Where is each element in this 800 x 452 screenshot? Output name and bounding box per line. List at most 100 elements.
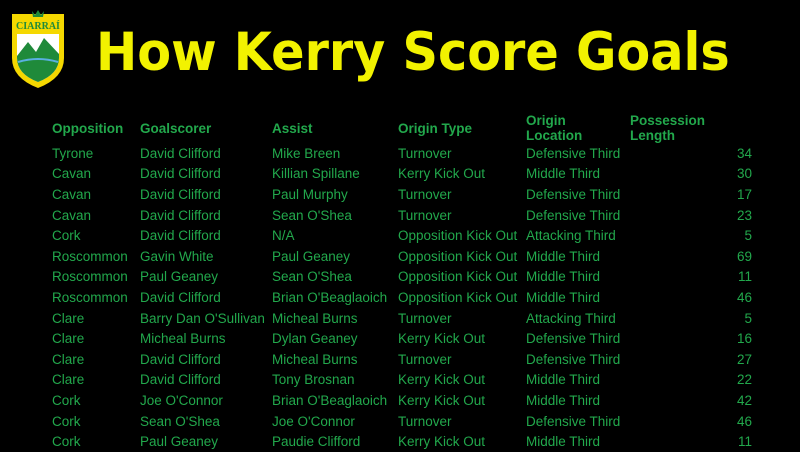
cell-assist: Micheal Burns	[272, 351, 358, 367]
cell-opposition: Roscommon	[52, 289, 128, 305]
cell-origin-location: Attacking Third	[526, 310, 616, 326]
cell-possession-length: 34	[736, 145, 752, 161]
table-row: Clare Micheal Burns Dylan Geaney Kerry Kick…	[50, 328, 752, 349]
cell-assist: Joe O'Connor	[272, 413, 355, 429]
table-row: Cavan David Clifford Sean O'Shea Turnover De…	[50, 205, 752, 226]
cell-opposition: Clare	[52, 351, 85, 367]
cell-origin-location: Middle Third	[526, 269, 601, 285]
cell-goalscorer: David Clifford	[140, 351, 221, 367]
cell-opposition: Clare	[52, 372, 85, 388]
cell-origin-location: Defensive Third	[526, 207, 621, 223]
cell-origin-type: Turnover	[398, 351, 452, 367]
table-row: Roscommon Gavin White Paul Geaney Oppositio…	[50, 246, 752, 267]
cell-origin-type: Opposition Kick Out	[398, 228, 518, 244]
cell-assist: Paudie Clifford	[272, 434, 361, 450]
cell-goalscorer: David Clifford	[140, 145, 221, 161]
cell-origin-type: Opposition Kick Out	[398, 269, 518, 285]
table-header-row: Opposition Goalscorer Assist Origin Type…	[50, 113, 752, 143]
cell-assist: Paul Murphy	[272, 186, 348, 202]
cell-possession-length: 11	[737, 434, 752, 450]
table-row: Cork Joe O'Connor Brian O'Beaglaoich Kerry …	[50, 390, 752, 411]
table-row: Tyrone David Clifford Mike Breen Turnover De…	[50, 143, 752, 164]
cell-goalscorer: Paul Geaney	[140, 434, 219, 450]
cell-goalscorer: Joe O'Connor	[140, 392, 223, 408]
cell-origin-location: Middle Third	[526, 372, 601, 388]
cell-origin-type: Turnover	[398, 413, 452, 429]
cell-opposition: Cork	[52, 392, 81, 408]
table-row: Cork David Clifford N/A Opposition Kick Out…	[50, 225, 752, 246]
cell-opposition: Clare	[52, 331, 85, 347]
cell-origin-location: Middle Third	[526, 434, 601, 450]
cell-origin-location: Middle Third	[526, 392, 601, 408]
header-assist: Assist	[272, 120, 313, 136]
cell-origin-type: Turnover	[398, 207, 452, 223]
header-opposition: Opposition	[52, 120, 124, 136]
cell-origin-type: Kerry Kick Out	[398, 331, 486, 347]
cell-goalscorer: David Clifford	[140, 289, 221, 305]
cell-assist: Micheal Burns	[272, 310, 358, 326]
cell-origin-type: Turnover	[398, 186, 452, 202]
cell-origin-type: Kerry Kick Out	[398, 392, 486, 408]
cell-origin-location: Middle Third	[526, 166, 601, 182]
cell-goalscorer: Barry Dan O'Sullivan	[140, 310, 265, 326]
cell-goalscorer: Micheal Burns	[140, 331, 226, 347]
cell-opposition: Cork	[52, 434, 81, 450]
cell-possession-length: 69	[736, 248, 752, 264]
cell-origin-type: Kerry Kick Out	[398, 166, 486, 182]
cell-assist: Paul Geaney	[272, 248, 351, 264]
header-origin-location: Origin Location	[526, 113, 583, 143]
cell-opposition: Cavan	[52, 166, 92, 182]
cell-origin-type: Opposition Kick Out	[398, 289, 518, 305]
cell-origin-type: Opposition Kick Out	[398, 248, 518, 264]
cell-goalscorer: David Clifford	[140, 228, 221, 244]
cell-goalscorer: David Clifford	[140, 372, 221, 388]
cell-goalscorer: David Clifford	[140, 166, 221, 182]
cell-origin-type: Kerry Kick Out	[398, 434, 486, 450]
cell-origin-location: Attacking Third	[526, 228, 616, 244]
cell-assist: N/A	[272, 228, 295, 244]
table-row: Clare David Clifford Micheal Burns Turnover…	[50, 349, 752, 370]
table-row: Cork Paul Geaney Paudie Clifford Kerry Kick…	[50, 431, 752, 452]
page-title: How Kerry Score Goals	[96, 22, 730, 83]
table-row: Roscommon Paul Geaney Sean O'Shea Oppositio…	[50, 267, 752, 288]
cell-assist: Sean O'Shea	[272, 207, 352, 223]
cell-origin-type: Turnover	[398, 310, 452, 326]
cell-possession-length: 42	[736, 392, 752, 408]
cell-opposition: Cavan	[52, 207, 92, 223]
cell-assist: Killian Spillane	[272, 166, 360, 182]
cell-origin-type: Turnover	[398, 145, 452, 161]
cell-origin-location: Defensive Third	[526, 331, 621, 347]
table-row: Cavan David Clifford Paul Murphy Turnover De…	[50, 184, 752, 205]
cell-opposition: Clare	[52, 310, 85, 326]
cell-opposition: Cork	[52, 228, 81, 244]
header-goalscorer: Goalscorer	[140, 120, 212, 136]
header-origin-type: Origin Type	[398, 120, 473, 136]
cell-origin-location: Middle Third	[526, 248, 601, 264]
cell-possession-length: 17	[736, 186, 752, 202]
cell-possession-length: 27	[736, 351, 752, 367]
cell-goalscorer: David Clifford	[140, 207, 221, 223]
cell-goalscorer: Gavin White	[140, 248, 214, 264]
header-possession-length: Possession Length	[630, 113, 706, 143]
cell-possession-length: 46	[736, 289, 752, 305]
cell-origin-location: Defensive Third	[526, 145, 621, 161]
cell-assist: Brian O'Beaglaoich	[272, 392, 388, 408]
cell-origin-location: Defensive Third	[526, 413, 621, 429]
cell-possession-length: 23	[736, 207, 752, 223]
goals-table: Opposition Goalscorer Assist Origin Type…	[50, 113, 752, 452]
cell-possession-length: 5	[744, 228, 752, 244]
cell-assist: Tony Brosnan	[272, 372, 355, 388]
cell-possession-length: 5	[744, 310, 752, 326]
cell-assist: Mike Breen	[272, 145, 341, 161]
cell-goalscorer: David Clifford	[140, 186, 221, 202]
kerry-crest-logo: CIARRAÍ	[12, 10, 64, 88]
cell-opposition: Cork	[52, 413, 81, 429]
cell-assist: Dylan Geaney	[272, 331, 358, 347]
cell-opposition: Roscommon	[52, 269, 128, 285]
table-row: Cork Sean O'Shea Joe O'Connor Turnover Defen…	[50, 411, 752, 432]
cell-opposition: Cavan	[52, 186, 92, 202]
cell-assist: Sean O'Shea	[272, 269, 352, 285]
cell-origin-location: Defensive Third	[526, 351, 621, 367]
cell-origin-location: Middle Third	[526, 289, 601, 305]
cell-possession-length: 16	[736, 331, 752, 347]
